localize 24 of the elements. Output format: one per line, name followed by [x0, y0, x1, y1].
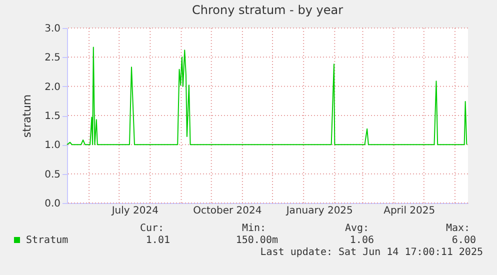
x-tick-label: July 2024 — [110, 206, 158, 216]
legend-label: Stratum — [26, 235, 68, 246]
x-tick-label: January 2025 — [285, 206, 353, 216]
y-tick-label: 1.5 — [44, 111, 60, 122]
text: 6.00 — [452, 235, 476, 246]
x-tick-label: April 2025 — [384, 206, 436, 216]
y-tick-label: 2.0 — [44, 82, 60, 93]
y-tick-label: 2.5 — [44, 52, 60, 64]
x-tick-label: October 2024 — [193, 206, 262, 216]
text: Max: — [446, 223, 470, 234]
text: Last update: Sat Jun 14 17:00:11 2025 — [260, 247, 483, 258]
y-tick-label: 3.0 — [44, 24, 60, 34]
y-axis-title: stratum — [20, 94, 34, 138]
y-tick-label: 1.0 — [44, 140, 60, 152]
y-tick-label: 0.5 — [44, 169, 60, 180]
y-tick-label: 0.0 — [44, 198, 60, 210]
text: 1.06 — [350, 235, 374, 246]
line-series — [66, 46, 468, 146]
text: Avg: — [344, 223, 370, 234]
chart-title: Chrony stratum - by year — [192, 3, 344, 17]
text: Cur: — [140, 223, 164, 234]
text: Min: — [242, 223, 266, 234]
text: 1.01 — [146, 235, 170, 246]
text: 150.00m — [236, 235, 278, 246]
